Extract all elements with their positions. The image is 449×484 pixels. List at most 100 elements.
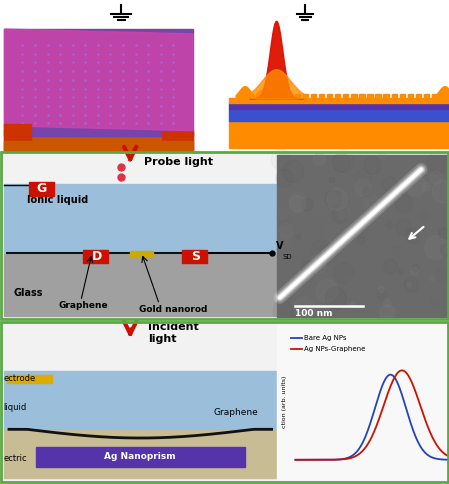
Bar — [303, 94, 308, 99]
Bar — [367, 94, 373, 99]
Circle shape — [422, 182, 430, 191]
Bar — [1, 322, 448, 482]
Bar — [359, 94, 365, 99]
Circle shape — [283, 160, 304, 182]
Bar — [278, 94, 284, 99]
Circle shape — [432, 180, 449, 203]
Circle shape — [379, 287, 384, 292]
Bar — [424, 94, 429, 99]
Bar — [7, 375, 52, 383]
Text: 100 nm: 100 nm — [295, 309, 333, 318]
Bar — [277, 324, 448, 479]
Circle shape — [330, 178, 335, 182]
Circle shape — [276, 169, 293, 187]
Text: Graphene: Graphene — [58, 302, 108, 310]
Text: SD: SD — [283, 254, 292, 260]
Bar — [83, 250, 108, 263]
Circle shape — [313, 153, 325, 166]
Circle shape — [395, 195, 413, 213]
Circle shape — [333, 153, 350, 172]
Bar — [29, 182, 54, 196]
Bar — [416, 94, 421, 99]
Circle shape — [405, 227, 421, 243]
Circle shape — [383, 300, 391, 307]
Bar — [295, 94, 300, 99]
Circle shape — [337, 206, 350, 220]
Text: Gold nanorod: Gold nanorod — [139, 305, 207, 314]
Bar — [4, 371, 276, 429]
Bar — [327, 94, 332, 99]
Circle shape — [364, 156, 381, 174]
Bar — [4, 124, 31, 151]
Bar — [400, 94, 405, 99]
Text: Bare Ag NPs: Bare Ag NPs — [304, 335, 347, 341]
Circle shape — [317, 279, 338, 302]
Bar — [4, 253, 276, 316]
Circle shape — [430, 171, 442, 184]
Bar — [182, 250, 207, 263]
Text: Ag NPs-Graphene: Ag NPs-Graphene — [304, 347, 366, 352]
Circle shape — [383, 259, 397, 274]
Bar — [1, 322, 448, 482]
Circle shape — [350, 302, 355, 307]
Bar — [1, 152, 448, 319]
Circle shape — [383, 177, 397, 192]
Bar — [319, 94, 324, 99]
Circle shape — [302, 260, 316, 275]
Bar — [229, 121, 449, 148]
Circle shape — [441, 244, 449, 256]
Text: ectric: ectric — [4, 454, 27, 463]
Circle shape — [273, 301, 292, 321]
Polygon shape — [4, 29, 193, 131]
Text: S: S — [191, 250, 200, 263]
Text: D: D — [92, 250, 101, 263]
Circle shape — [362, 188, 371, 197]
Bar — [383, 94, 389, 99]
Circle shape — [429, 274, 436, 282]
Circle shape — [309, 255, 327, 274]
Text: Ag Nanoprism: Ag Nanoprism — [105, 453, 176, 461]
Circle shape — [379, 304, 395, 321]
Bar — [229, 98, 449, 103]
Circle shape — [377, 289, 387, 300]
Text: Ionic liquid: Ionic liquid — [27, 195, 88, 205]
Circle shape — [291, 311, 298, 318]
Circle shape — [324, 224, 341, 242]
Circle shape — [425, 236, 447, 259]
Bar — [286, 94, 292, 99]
Circle shape — [345, 277, 352, 285]
Text: Glass: Glass — [13, 288, 43, 298]
Bar — [162, 132, 193, 151]
Text: liquid: liquid — [4, 403, 27, 412]
Bar — [311, 94, 316, 99]
Bar — [4, 429, 276, 478]
Text: Probe light: Probe light — [144, 157, 213, 167]
Text: V: V — [276, 241, 284, 251]
Circle shape — [405, 175, 426, 197]
Bar — [343, 94, 348, 99]
Bar — [229, 103, 449, 109]
Bar — [351, 94, 357, 99]
Bar — [375, 94, 381, 99]
Circle shape — [387, 222, 393, 228]
Bar — [440, 94, 445, 99]
Circle shape — [290, 196, 305, 212]
Circle shape — [278, 209, 288, 219]
Text: Incident
light: Incident light — [148, 322, 199, 344]
Bar — [130, 251, 153, 257]
Bar — [4, 141, 193, 151]
Bar — [36, 447, 245, 467]
Text: Graphene: Graphene — [213, 408, 258, 417]
Circle shape — [398, 269, 403, 274]
Circle shape — [325, 287, 346, 310]
Bar — [4, 129, 193, 151]
Circle shape — [396, 219, 411, 236]
Bar — [0, 0, 449, 152]
Circle shape — [379, 153, 386, 160]
Circle shape — [325, 190, 341, 207]
Circle shape — [289, 192, 307, 211]
Bar — [229, 109, 449, 121]
Circle shape — [302, 199, 313, 211]
Text: ectrode: ectrode — [4, 374, 36, 383]
Circle shape — [407, 282, 412, 287]
